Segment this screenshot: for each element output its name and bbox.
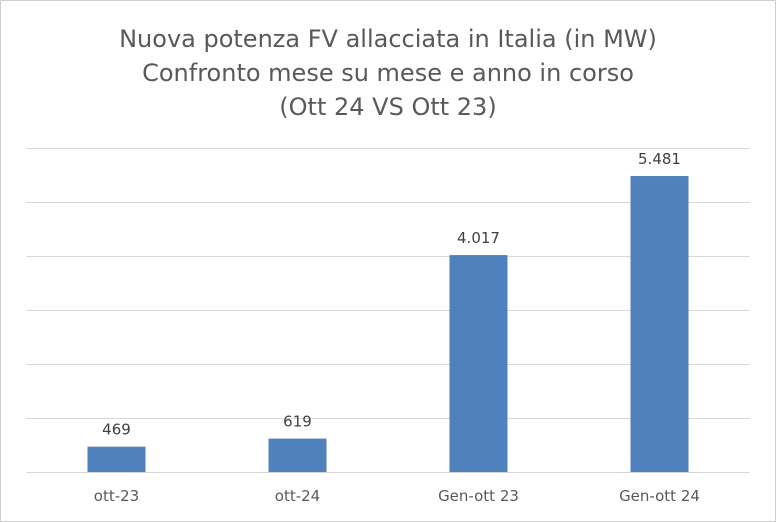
chart-title-line-1: Nuova potenza FV allacciata in Italia (i… bbox=[119, 25, 657, 53]
bar-0 bbox=[87, 446, 146, 472]
chart-title: Nuova potenza FV allacciata in Italia (i… bbox=[0, 22, 776, 124]
chart-title-line-2: Confronto mese su mese e anno in corso bbox=[142, 59, 634, 87]
data-label-1: 619 bbox=[283, 413, 312, 431]
bar-2 bbox=[449, 255, 508, 472]
data-label-3: 5.481 bbox=[638, 150, 681, 168]
category-label-0: ott-23 bbox=[94, 487, 139, 505]
category-labels: ott-23 ott-24 Gen-ott 23 Gen-ott 24 bbox=[94, 487, 700, 505]
gridlines bbox=[26, 148, 750, 473]
bars bbox=[87, 176, 689, 472]
bar-3 bbox=[630, 176, 689, 472]
category-label-2: Gen-ott 23 bbox=[438, 487, 519, 505]
category-label-1: ott-24 bbox=[275, 487, 320, 505]
category-label-3: Gen-ott 24 bbox=[619, 487, 700, 505]
bar-1 bbox=[268, 438, 327, 472]
data-labels: 469 619 4.017 5.481 bbox=[102, 150, 681, 439]
data-label-2: 4.017 bbox=[457, 229, 500, 247]
chart-title-line-3: (Ott 24 VS Ott 23) bbox=[279, 93, 497, 121]
data-label-0: 469 bbox=[102, 421, 131, 439]
